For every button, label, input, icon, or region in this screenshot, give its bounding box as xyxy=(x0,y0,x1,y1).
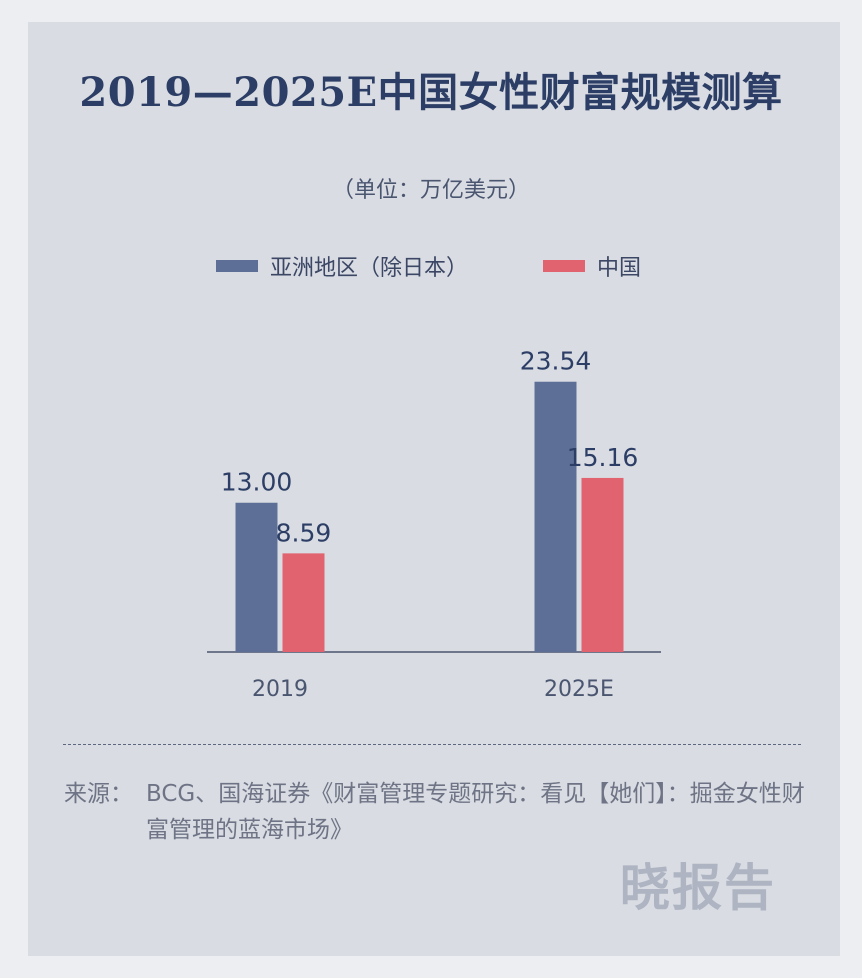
legend-item-asia: 亚洲地区（除日本） xyxy=(216,250,468,282)
legend-label-asia: 亚洲地区（除日本） xyxy=(270,256,469,281)
unit-label: （单位：万亿美元） xyxy=(331,178,530,203)
chart-title: 2019—2025E中国女性财富规模测算 xyxy=(79,69,783,116)
bar-chart: 13.00 8.59 2019 23.54 15.16 2025E xyxy=(207,347,661,702)
data-label-china-2025E: 15.16 xyxy=(567,443,639,472)
data-label-asia-2025E: 23.54 xyxy=(520,347,592,376)
source-label: 来源： xyxy=(64,781,133,807)
dashed-divider xyxy=(63,744,801,745)
x-tick-label-2019: 2019 xyxy=(252,677,308,702)
data-label-china-2019: 8.59 xyxy=(276,518,332,547)
chart-card xyxy=(28,22,840,956)
legend-label-china: 中国 xyxy=(597,256,642,281)
bar-asia-2019 xyxy=(235,502,278,652)
legend: 亚洲地区（除日本） 中国 xyxy=(0,250,862,282)
bar-china-2025E xyxy=(581,477,624,652)
legend-item-china: 中国 xyxy=(543,250,641,282)
data-label-asia-2019: 13.00 xyxy=(221,468,293,497)
bar-china-2019 xyxy=(282,553,325,652)
bar-asia-2025E xyxy=(534,381,577,652)
legend-swatch-asia xyxy=(216,260,258,272)
x-tick-label-2025E: 2025E xyxy=(544,677,614,702)
source-text: BCG、国海证券《财富管理专题研究：看见【她们】：掘金女性财富管理的蓝海市场》 xyxy=(146,781,805,843)
legend-swatch-china xyxy=(543,260,585,272)
watermark-logo: 晓报告 xyxy=(620,859,776,917)
